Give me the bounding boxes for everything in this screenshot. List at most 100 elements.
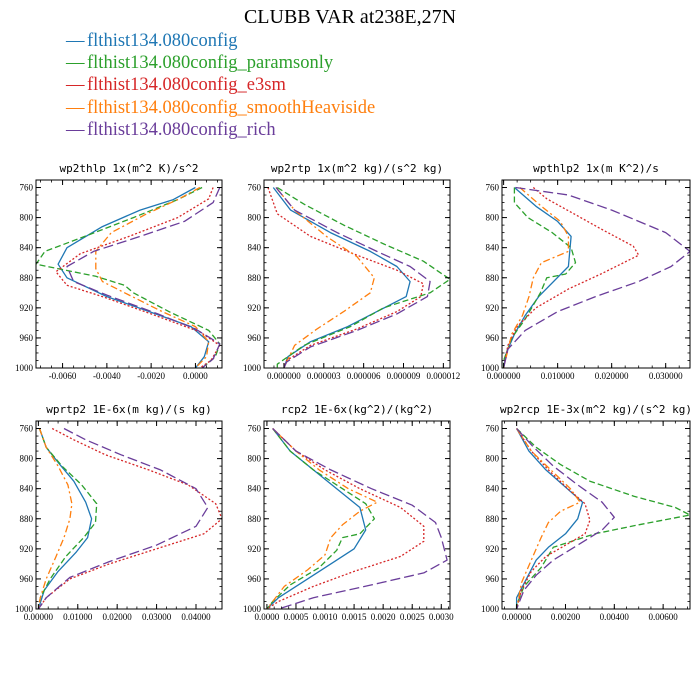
x-tick-label: 0.00400 [600,612,630,622]
y-tick-label: 800 [248,213,262,223]
series-line-3 [502,187,640,368]
legend-label: flthist134.080config_paramsonly [87,53,334,74]
series-line-5 [515,428,615,609]
legend-line-icon: — [66,119,85,140]
series-line-2 [37,428,98,609]
x-tick-label: 0.000006 [347,371,381,381]
y-tick-label: 880 [248,273,262,283]
y-tick-label: 840 [20,484,34,494]
series-line-3 [515,428,591,609]
y-tick-label: 920 [248,303,262,313]
x-tick-label: 0.0000 [255,612,280,622]
series-line-1 [37,428,93,609]
legend-label: flthist134.080config_rich [87,119,276,140]
series-line-3 [266,428,425,609]
figure-title: CLUBB VAR at238E,27N [243,6,457,28]
series-group [37,427,222,609]
series-group [515,428,690,609]
legend-line-icon: — [66,75,85,96]
y-tick-label: 760 [486,424,500,434]
x-tick-label: 0.00600 [649,612,679,622]
x-tick-label: 0.000012 [426,371,460,381]
y-tick-label: 1000 [243,604,262,614]
x-tick-label: 0.000003 [307,371,341,381]
x-tick-label: 0.0010 [313,612,338,622]
y-tick-label: 960 [486,574,500,584]
panel-frame [263,179,451,369]
panel-frame [35,420,223,610]
y-tick-label: 760 [486,183,500,193]
series-line-3 [55,187,221,368]
series-line-4 [502,187,570,368]
series-group [502,186,690,368]
panel-title: wprtp2 1E-6x(m kg)/(s kg) [46,403,212,416]
series-group [267,186,450,368]
series-line-3 [267,187,425,368]
panel-frame [263,420,451,610]
series-line-1 [515,428,584,609]
panel-3: wpthlp2 1x(m K^2)/s 760 800 840 880 920 960 100… [481,162,691,381]
series-line-5 [272,428,448,609]
panel-title: rcp2 1E-6x(kg^2)/(kg^2) [281,403,433,416]
y-tick-label: 800 [486,213,500,223]
y-tick-label: 1000 [481,604,500,614]
panel-1: wp2thlp 1x(m^2 K)/s^2 760 800 840 880 920 960 1… [15,162,223,381]
series-line-1 [57,186,210,368]
y-tick-label: 960 [486,333,500,343]
legend-line-icon: — [66,53,85,74]
series-line-5 [37,427,209,609]
panel-frame [501,420,691,610]
x-tick-label: 0.000009 [387,371,421,381]
x-tick-label: -0.0040 [93,371,121,381]
x-tick-label: -0.0060 [49,371,77,381]
legend-item: — flthist134.080config_smoothHeaviside [66,97,375,119]
series-line-5 [502,186,690,368]
series-line-2 [36,186,221,368]
y-tick-label: 880 [486,273,500,283]
y-tick-label: 760 [20,424,34,434]
y-tick-label: 960 [248,333,262,343]
y-tick-label: 800 [248,454,262,464]
x-tick-label: 0.04000 [181,612,211,622]
y-tick-label: 920 [248,544,262,554]
x-tick-label: 0.020000 [595,371,629,381]
y-tick-label: 920 [486,303,500,313]
x-tick-label: 0.02000 [103,612,133,622]
x-tick-label: 0.010000 [541,371,575,381]
y-tick-label: 960 [248,574,262,584]
series-line-2 [502,187,577,368]
series-line-2 [515,428,690,609]
panel-frame [501,179,691,369]
y-tick-label: 840 [248,243,262,253]
y-tick-label: 840 [486,243,500,253]
series-line-4 [95,186,210,368]
y-tick-label: 920 [486,544,500,554]
legend-line-icon: — [66,97,85,118]
y-tick-label: 920 [20,303,34,313]
y-tick-label: 800 [486,454,500,464]
x-tick-label: 0.0000 [183,371,208,381]
y-tick-label: 960 [20,333,34,343]
y-tick-label: 760 [20,183,34,193]
y-tick-label: 840 [486,484,500,494]
series-line-4 [266,428,378,609]
y-tick-label: 760 [248,183,262,193]
y-tick-label: 1000 [15,363,34,373]
y-tick-label: 840 [20,243,34,253]
panel-title: wp2rcp 1E-3x(m^2 kg)/(s^2 kg) [500,403,692,416]
panel-5: rcp2 1E-6x(kg^2)/(kg^2) 760 800 840 880 920 96… [243,403,454,622]
series-line-3 [37,427,222,609]
x-tick-label: -0.0020 [137,371,165,381]
series-line-5 [275,187,431,368]
legend-item: — flthist134.080config [66,30,375,52]
y-tick-label: 880 [248,514,262,524]
x-tick-label: 0.00000 [502,612,532,622]
series-line-2 [276,186,450,368]
series-group [36,186,221,368]
legend-label: flthist134.080config [87,31,238,51]
y-tick-label: 960 [20,574,34,584]
panel-title: wp2thlp 1x(m^2 K)/s^2 [59,162,198,175]
panel-title: wpthlp2 1x(m K^2)/s [533,162,659,175]
legend-item: — flthist134.080config_rich [66,119,375,141]
y-tick-label: 760 [248,424,262,434]
